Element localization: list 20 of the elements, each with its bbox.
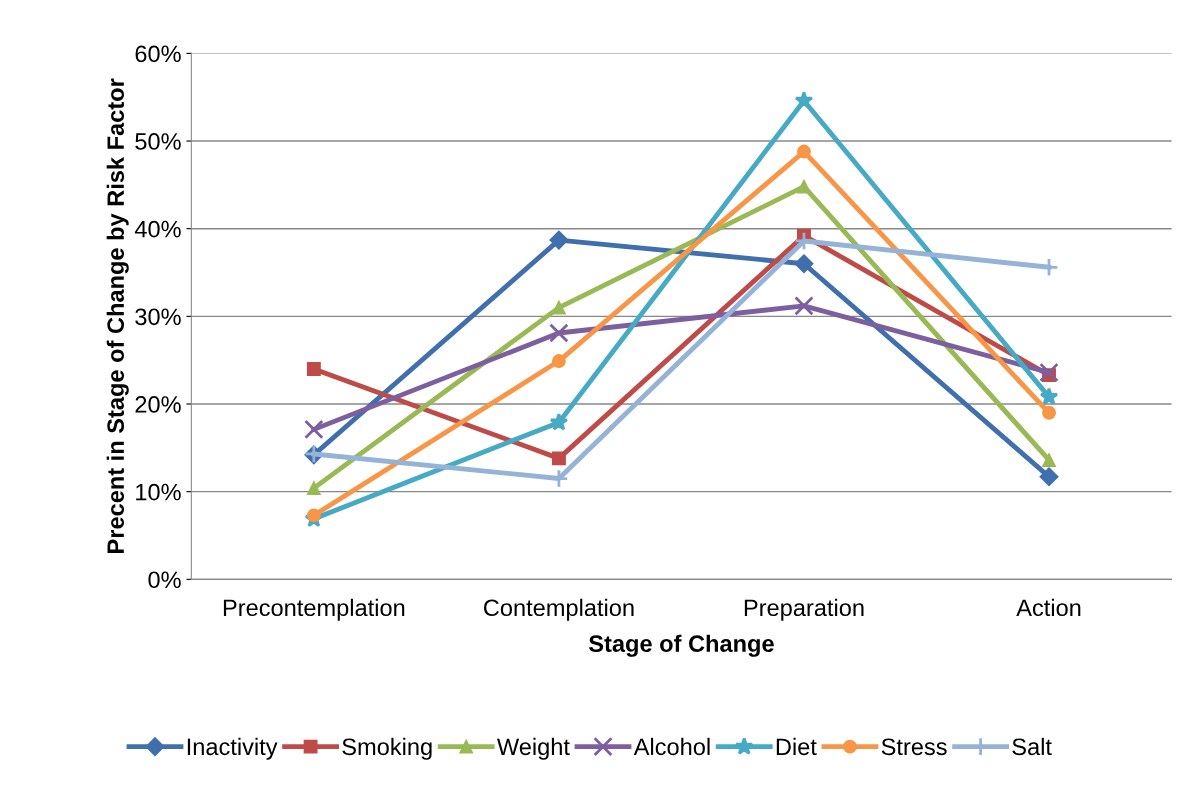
x-tick-label: Precontemplation [223,598,405,621]
y-tick-label: 50% [135,133,181,150]
y-tick-label: 10% [136,483,181,501]
legend-label: Diet [776,737,817,756]
legend-label: Alcohol [633,737,710,756]
y-tick-label: 40% [134,220,181,238]
legend-label: Weight [496,737,570,760]
y-tick-label: 30% [135,308,181,326]
x-tick-label: Contemplation [483,598,634,621]
y-axis-title: Precent in Stage of Change by Risk Factor [106,78,129,553]
x-axis-title: Stage of Change [588,634,774,657]
legend-label: Inactivity [187,737,278,760]
legend-label: Smoking [342,737,432,760]
y-tick-label: 60% [135,45,181,63]
legend-label: Salt [1012,737,1052,756]
x-tick-label: Action [1016,598,1081,617]
y-tick-label: 0% [148,571,181,589]
y-tick-label: 20% [135,396,181,413]
legend-label: Stress [881,738,947,756]
x-tick-label: Preparation [744,598,864,621]
